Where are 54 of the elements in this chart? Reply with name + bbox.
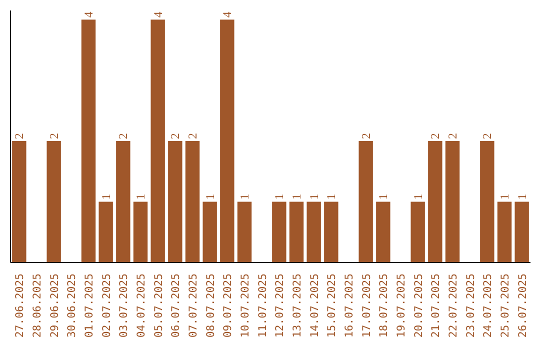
data-label: 4: [220, 12, 234, 18]
x-tick-label: 01.07.2025: [82, 274, 96, 338]
data-label: 1: [290, 194, 304, 200]
data-label: 2: [428, 133, 442, 140]
data-label: 2: [168, 133, 182, 140]
x-tick-label: 14.07.2025: [308, 274, 321, 338]
data-label: 4: [150, 12, 165, 18]
x-tick-label: 12.07.2025: [273, 274, 286, 338]
x-tick-label: 09.07.2025: [221, 274, 234, 338]
x-tick-label: 25.07.2025: [498, 274, 512, 338]
x-tick-label: 11.07.2025: [256, 274, 269, 338]
x-tick-label: 03.07.2025: [117, 274, 130, 338]
data-label: 1: [134, 194, 148, 200]
x-tick-label: 08.07.2025: [204, 274, 217, 338]
data-label: 2: [358, 133, 373, 140]
data-label: 1: [324, 194, 338, 200]
data-label: 2: [12, 133, 26, 140]
x-tick-label: 21.07.2025: [429, 274, 442, 338]
data-label: 1: [202, 194, 217, 200]
x-tick-label: 05.07.2025: [152, 274, 165, 338]
x-tick-label: 23.07.2025: [464, 274, 477, 338]
data-label: 1: [376, 194, 390, 200]
x-tick-label: 24.07.2025: [481, 274, 494, 338]
x-tick-label: 04.07.2025: [134, 274, 148, 338]
data-label: 1: [272, 194, 286, 200]
data-label: 1: [514, 194, 529, 200]
x-tick-label: 07.07.2025: [186, 274, 200, 338]
x-tick-label: 26.07.2025: [516, 274, 529, 338]
data-label: 2: [446, 133, 460, 140]
x-tick-label: 16.07.2025: [342, 274, 356, 338]
x-tick-label: 17.07.2025: [360, 274, 373, 338]
x-tick-label: 02.07.2025: [100, 274, 113, 338]
data-label: 1: [306, 194, 321, 200]
data-label: 1: [410, 194, 425, 200]
x-tick-label: 18.07.2025: [377, 274, 390, 338]
x-tick-label: 13.07.2025: [290, 274, 304, 338]
data-label: 1: [238, 194, 252, 200]
data-label: 1: [498, 194, 512, 200]
x-tick-label: 06.07.2025: [169, 274, 182, 338]
data-label: 2: [116, 133, 130, 140]
x-tick-label: 27.06.2025: [13, 274, 26, 338]
data-label: 4: [82, 12, 96, 18]
x-tick-label: 29.06.2025: [48, 274, 61, 338]
data-label: 2: [186, 133, 200, 140]
data-label: 2: [46, 133, 61, 140]
x-tick-label: 30.06.2025: [65, 274, 78, 338]
x-tick-label: 22.07.2025: [446, 274, 460, 338]
data-label: 1: [98, 194, 113, 200]
x-tick-label: 20.07.2025: [412, 274, 425, 338]
x-tick-label: 19.07.2025: [394, 274, 408, 338]
data-label: 2: [480, 133, 494, 140]
x-tick-label: 15.07.2025: [325, 274, 338, 338]
x-tick-label: 28.06.2025: [30, 274, 44, 338]
x-tick-label: 10.07.2025: [238, 274, 252, 338]
